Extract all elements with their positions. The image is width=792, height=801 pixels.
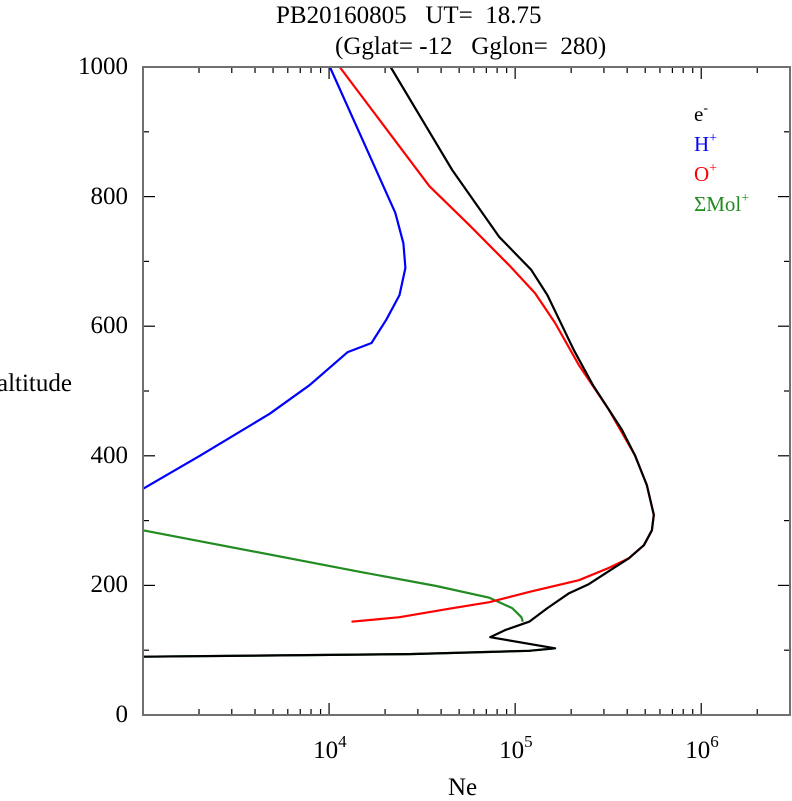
y-tick-label: 1000 [78, 53, 128, 80]
y-tick-label: 800 [90, 182, 129, 210]
series-line-h-plus [142, 66, 407, 490]
y-tick-label: 200 [90, 571, 129, 599]
series-lines [142, 66, 655, 658]
x-tick-label: 104 [313, 732, 347, 764]
legend-entry: H+ [694, 131, 718, 156]
legend-entry: O+ [694, 161, 718, 186]
series-line-o-plus [338, 66, 655, 623]
legend-entry: ΣMol+ [694, 191, 750, 216]
y-tick-label: 600 [90, 312, 129, 340]
y-tick-label: 0 [115, 701, 129, 728]
x-axis-label: Ne [448, 774, 478, 801]
legend-entry: e- [694, 101, 708, 126]
series-line-electron [142, 66, 655, 658]
chart-subtitle: (Gglat= -12 Gglon= 280) [335, 33, 607, 60]
axis-ticks [142, 66, 791, 716]
x-tick-label: 106 [685, 732, 719, 764]
y-tick-label: 400 [90, 441, 129, 469]
x-tick-label: 105 [499, 732, 533, 764]
y-axis-label: altitude [0, 370, 72, 397]
plot-frame [142, 66, 791, 716]
series-line-sum-mol [142, 529, 524, 623]
chart-title: PB20160805 UT= 18.75 [276, 2, 542, 29]
